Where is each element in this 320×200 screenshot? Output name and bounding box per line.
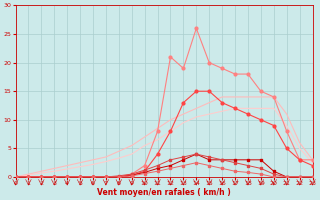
X-axis label: Vent moyen/en rafales ( km/h ): Vent moyen/en rafales ( km/h ) xyxy=(97,188,231,197)
